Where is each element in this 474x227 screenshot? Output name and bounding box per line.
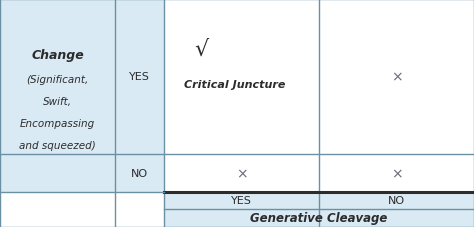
Text: Generative Cleavage: Generative Cleavage: [250, 212, 388, 225]
Text: ×: ×: [391, 166, 402, 180]
Bar: [0, 0, 115, 192]
Text: YES: YES: [231, 196, 252, 206]
Bar: [115, 0, 164, 192]
Text: Change: Change: [31, 48, 84, 61]
Text: Encompassing: Encompassing: [20, 118, 95, 128]
Text: YES: YES: [129, 72, 150, 82]
Text: (Significant,: (Significant,: [27, 75, 89, 85]
Bar: [164, 192, 474, 209]
Text: Critical Juncture: Critical Juncture: [184, 80, 285, 90]
Text: and squeezed): and squeezed): [19, 140, 96, 150]
Text: NO: NO: [388, 196, 405, 206]
Bar: [164, 209, 474, 227]
Text: √: √: [194, 39, 208, 61]
Text: NO: NO: [131, 168, 148, 178]
Text: Swift,: Swift,: [43, 96, 72, 106]
Text: ×: ×: [391, 70, 402, 84]
Text: ×: ×: [236, 166, 247, 180]
